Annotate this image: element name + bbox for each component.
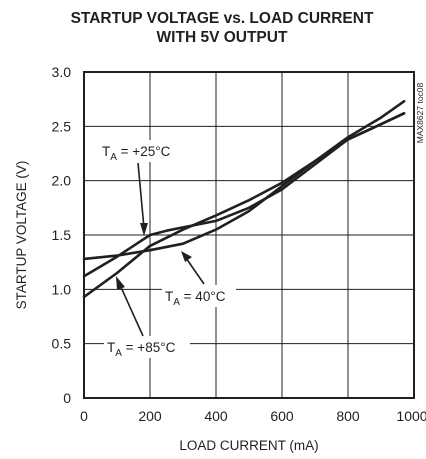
annotation-25c-rest: = +25°C bbox=[117, 144, 171, 159]
y-tick-label: 0.5 bbox=[52, 336, 72, 352]
svg-text:TA = +25°C: TA = +25°C bbox=[102, 144, 171, 163]
x-tick-label: 200 bbox=[138, 408, 162, 424]
chart-title-line2: WITH 5V OUTPUT bbox=[157, 29, 288, 46]
chart-title-line1: STARTUP VOLTAGE vs. LOAD CURRENT bbox=[71, 10, 374, 27]
annotation-85c: TA = +85°C bbox=[104, 276, 190, 359]
y-tick-label: 0 bbox=[63, 390, 71, 406]
annotation-40c-rest: = 40°C bbox=[180, 289, 226, 304]
svg-text:TA = 40°C: TA = 40°C bbox=[165, 289, 226, 308]
series-line-25c bbox=[82, 100, 406, 261]
plot-frame bbox=[83, 71, 415, 399]
annotation-40c-sub: A bbox=[173, 297, 180, 308]
y-tick-label: 3.0 bbox=[52, 64, 72, 80]
y-tick-labels: 0 0.5 1.0 1.5 2.0 2.5 3.0 bbox=[52, 64, 72, 406]
x-tick-label: 400 bbox=[204, 408, 228, 424]
x-tick-label: 800 bbox=[336, 408, 360, 424]
annotation-85c-sub: A bbox=[115, 348, 122, 359]
x-tick-label: 0 bbox=[80, 408, 88, 424]
x-tick-labels: 0 200 400 600 800 1000 bbox=[80, 408, 426, 424]
y-axis-label: STARTUP VOLTAGE (V) bbox=[14, 161, 29, 310]
annotation-85c-main: T bbox=[107, 340, 115, 355]
annotation-40c: TA = 40°C bbox=[162, 251, 236, 308]
annotation-25c-sub: A bbox=[110, 152, 117, 163]
annotation-85c-rest: = +85°C bbox=[122, 340, 176, 355]
x-tick-label: 1000 bbox=[396, 408, 426, 424]
y-tick-label: 2.0 bbox=[52, 173, 72, 189]
series-lines bbox=[82, 100, 406, 299]
watermark: MAX8627 toc08 bbox=[415, 82, 425, 143]
series-line-85c bbox=[82, 112, 406, 299]
x-axis-label: LOAD CURRENT (mA) bbox=[179, 438, 318, 453]
svg-text:TA = +85°C: TA = +85°C bbox=[107, 340, 176, 359]
annotation-25c-main: T bbox=[102, 144, 110, 159]
y-tick-label: 1.0 bbox=[52, 281, 72, 297]
x-tick-label: 600 bbox=[270, 408, 294, 424]
annotation-40c-main: T bbox=[165, 289, 173, 304]
y-tick-label: 1.5 bbox=[52, 227, 72, 243]
annotation-25c: TA = +25°C bbox=[99, 140, 185, 236]
y-tick-label: 2.5 bbox=[52, 118, 72, 134]
